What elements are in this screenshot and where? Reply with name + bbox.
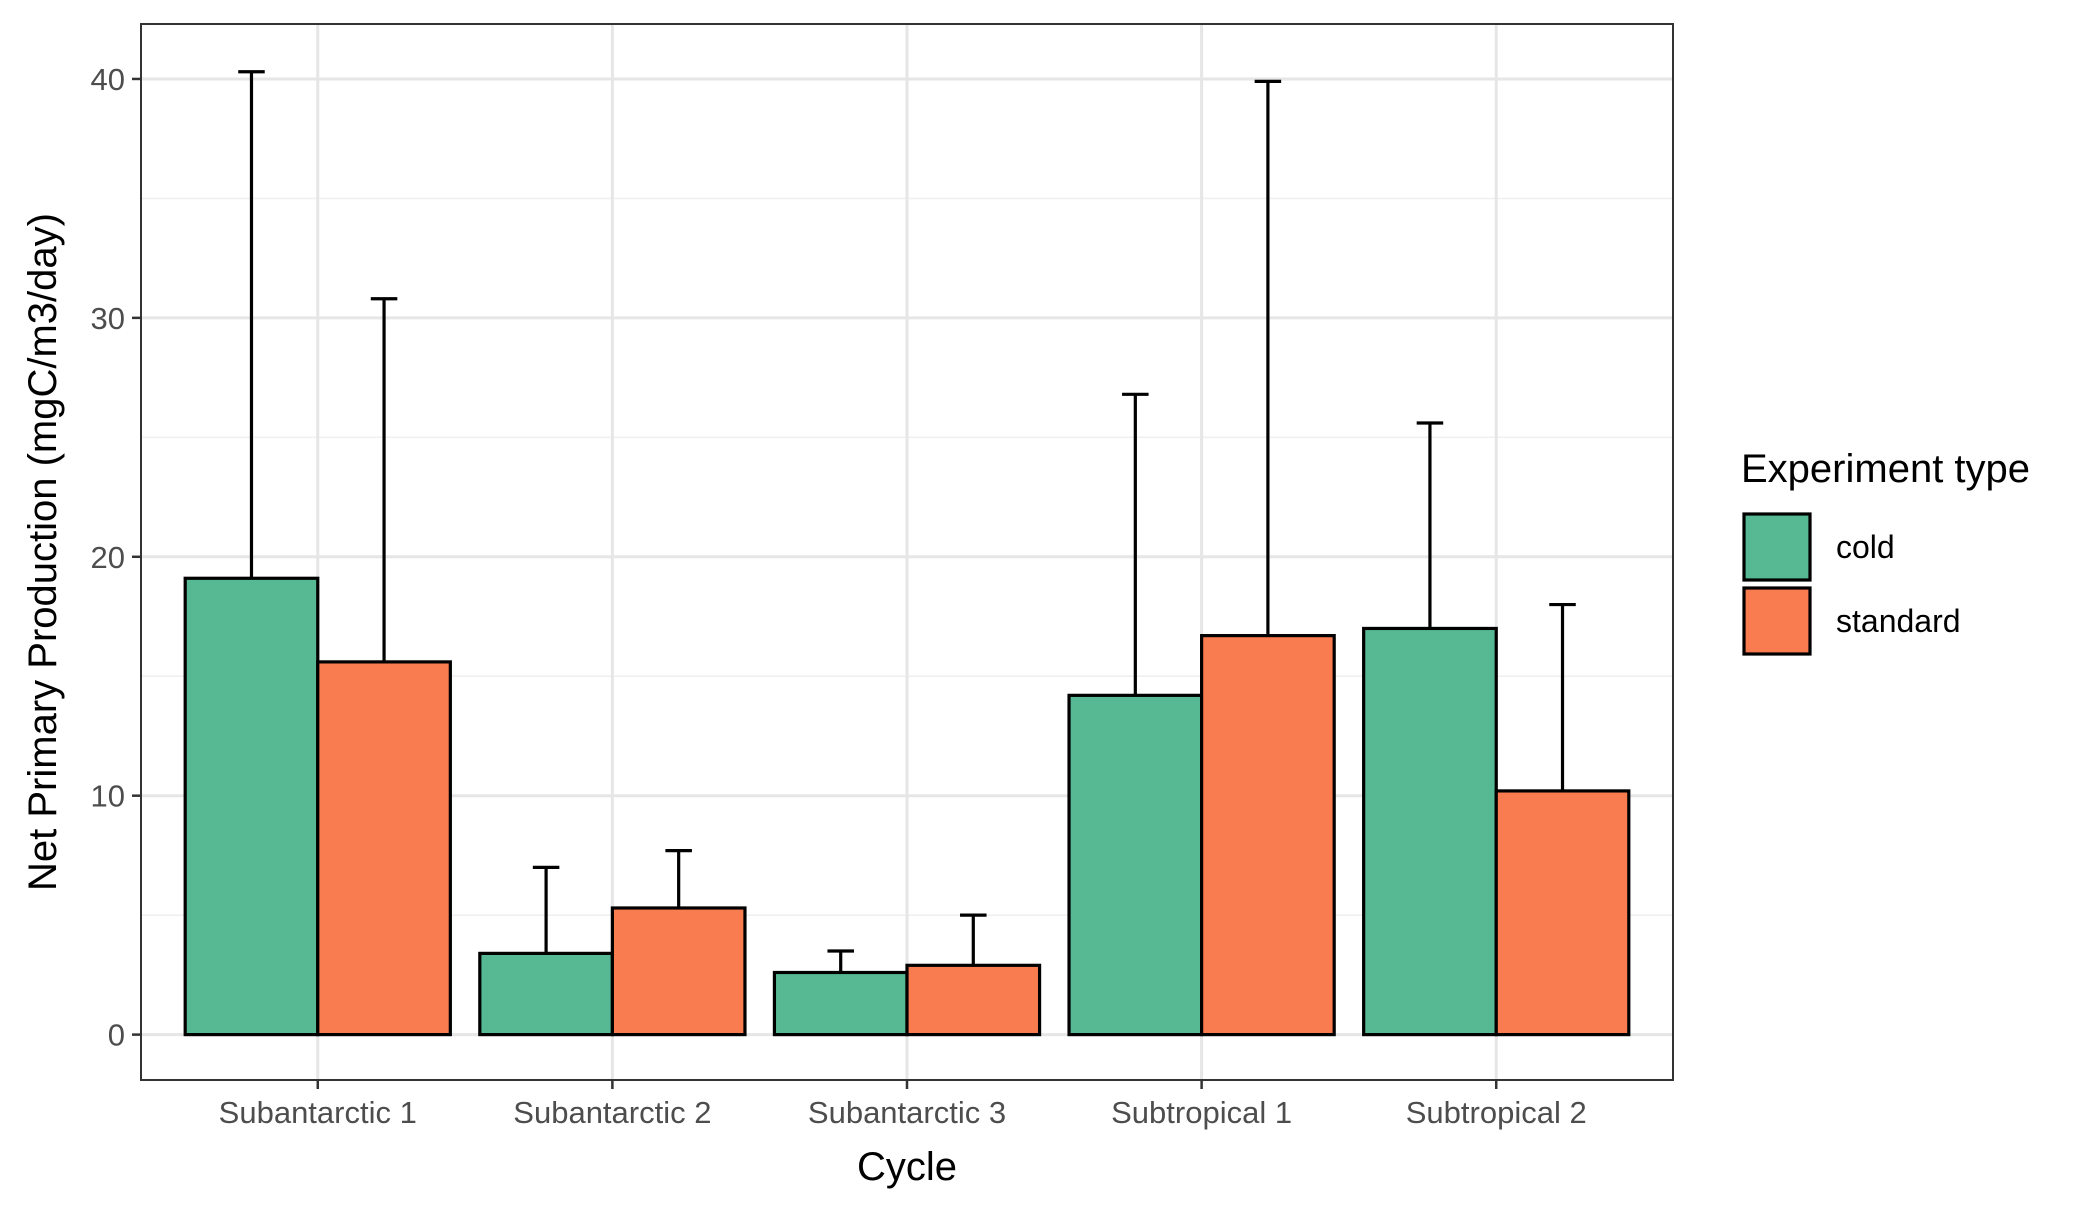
bar-standard-4	[1200, 634, 1336, 1037]
bar-cold-4	[1067, 693, 1204, 1037]
legend-label-cold: cold	[1836, 529, 1895, 565]
bar-layer	[183, 576, 1631, 1037]
bar-cold-3	[772, 970, 909, 1037]
error-bar-layer	[238, 70, 1576, 973]
x-tick-label: Subtropical 2	[1406, 1095, 1587, 1130]
y-tick-label: 10	[91, 779, 125, 814]
y-tick-label: 0	[108, 1018, 125, 1053]
bar-cold-2	[478, 951, 614, 1037]
legend: Experiment type cold standard	[1741, 447, 2030, 656]
x-axis: Subantarctic 1 Subantarctic 2 Subantarctic…	[219, 1080, 1587, 1130]
y-axis: 0 10 20 30 40	[91, 62, 141, 1053]
y-axis-title: Net Primary Production (mgC/m3/day)	[21, 213, 65, 891]
bar-standard-2	[610, 906, 747, 1037]
x-tick-label: Subtropical 1	[1111, 1095, 1292, 1130]
bar-cold-5	[1362, 626, 1498, 1037]
bar-standard-3	[905, 963, 1042, 1037]
bar-standard-5	[1494, 789, 1631, 1037]
x-tick-label: Subantarctic 1	[219, 1095, 417, 1130]
x-axis-title: Cycle	[857, 1145, 957, 1189]
x-tick-label: Subantarctic 2	[513, 1095, 711, 1130]
x-tick-label: Subantarctic 3	[808, 1095, 1006, 1130]
y-tick-label: 40	[91, 62, 125, 97]
legend-key-standard	[1742, 586, 1812, 656]
bar-cold-1	[183, 576, 320, 1037]
y-tick-label: 30	[91, 301, 125, 336]
legend-key-cold	[1742, 512, 1812, 582]
y-tick-label: 20	[91, 540, 125, 575]
legend-title: Experiment type	[1741, 447, 2030, 491]
legend-label-standard: standard	[1836, 603, 1961, 639]
bar-standard-1	[316, 660, 452, 1037]
